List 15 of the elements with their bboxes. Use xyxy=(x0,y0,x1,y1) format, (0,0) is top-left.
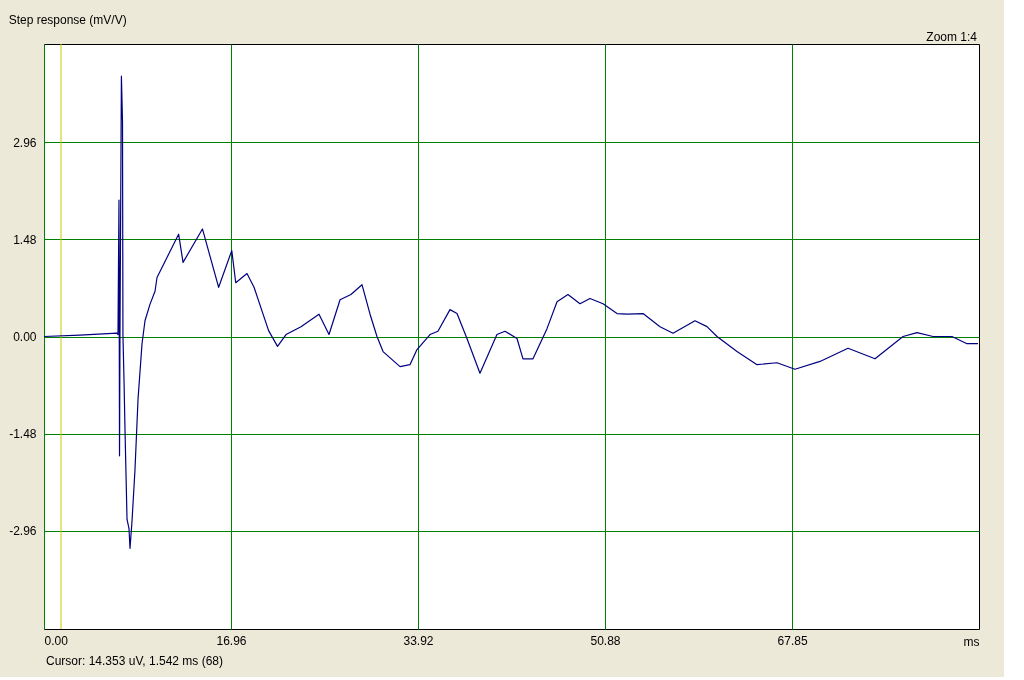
x-tick-label: 0.00 xyxy=(44,633,69,648)
x-tick-label: 16.96 xyxy=(216,633,247,648)
y-tick-label: 2.96 xyxy=(13,135,37,150)
y-tick-label: -1.48 xyxy=(9,427,37,442)
x-tick-label: 50.88 xyxy=(590,633,621,648)
chart-title: Step response (mV/V) xyxy=(8,13,127,27)
x-tick-label: 33.92 xyxy=(403,633,434,648)
text: Cursor: 14.353 uV, 1.542 ms (68) xyxy=(46,654,223,668)
x-tick-label: 67.85 xyxy=(777,633,808,648)
y-tick-label: 0.00 xyxy=(13,330,37,344)
annotation: Zoom 1:4 xyxy=(926,30,978,44)
line-series xyxy=(44,75,979,549)
y-tick-label: 1.48 xyxy=(13,232,37,247)
y-tick-label: -2.96 xyxy=(9,524,37,539)
x-axis-title: ms xyxy=(963,634,980,649)
